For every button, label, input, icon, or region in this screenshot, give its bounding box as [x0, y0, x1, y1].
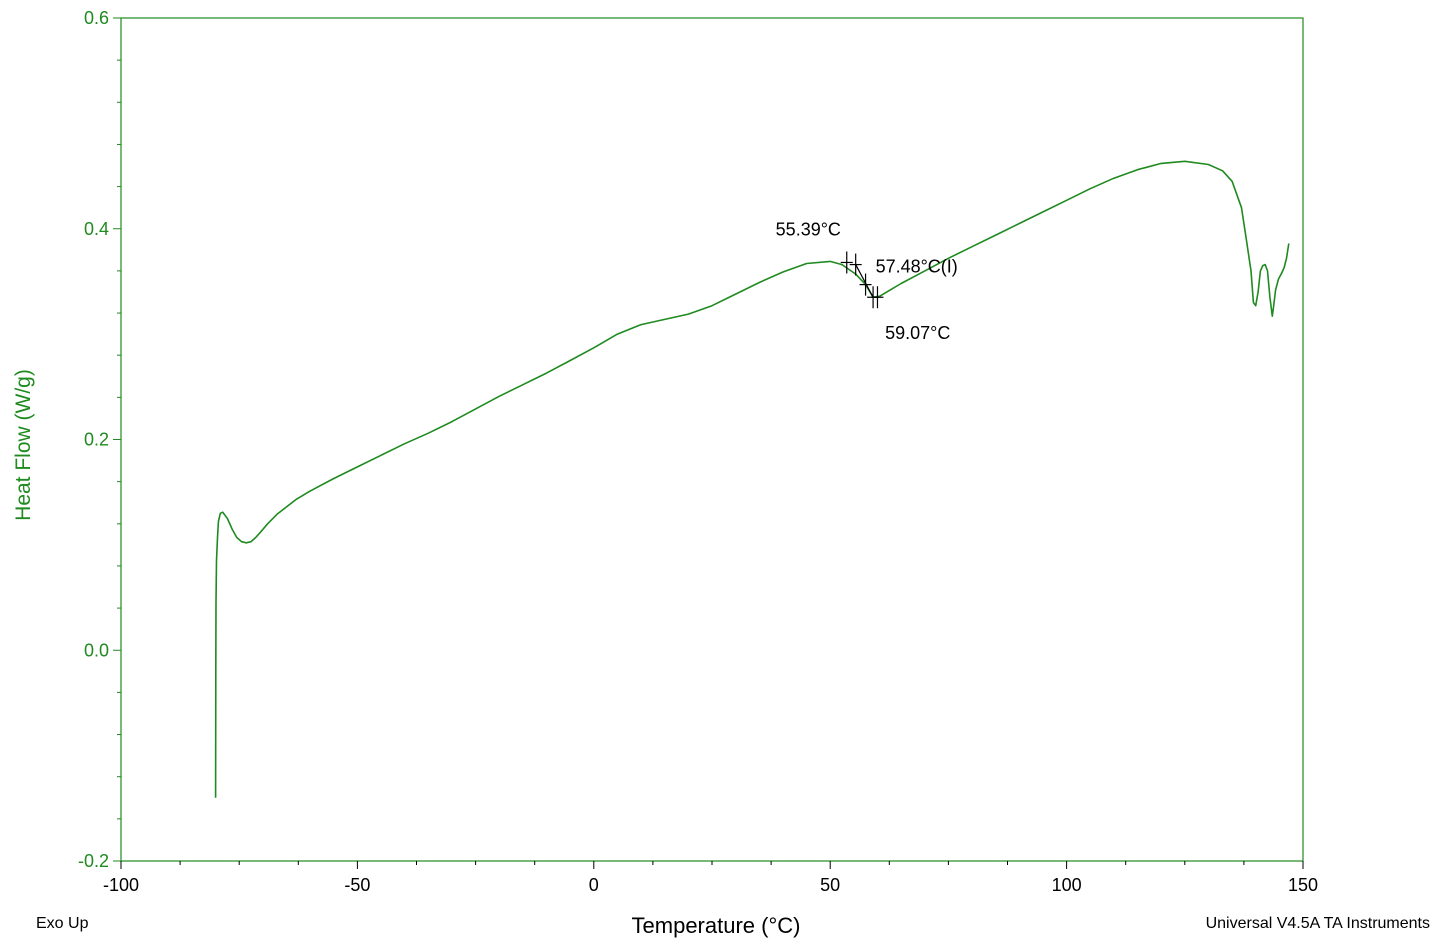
- x-tick-label: 100: [1052, 875, 1082, 895]
- labels: 55.39°C 57.48°C(I) 59.07°C: [776, 219, 958, 343]
- axes: [120, 17, 1304, 862]
- annotation-label: 55.39°C: [776, 219, 841, 239]
- y-tick-label: -0.2: [78, 851, 109, 871]
- ticks: -0.2 0.0 0.2 0.4 0.6 -100 -50 0 50 100 150: [78, 8, 1318, 895]
- y-tick-label: 0.4: [84, 219, 109, 239]
- series: [214, 160, 1290, 798]
- x-axis-title: Temperature (°C): [632, 913, 801, 938]
- annotation-label: 57.48°C(I): [876, 257, 958, 277]
- annotation-label: 59.07°C: [885, 323, 950, 343]
- transition-markers: [840, 251, 884, 309]
- x-tick-label: 50: [820, 875, 840, 895]
- x-tick-label: -50: [344, 875, 370, 895]
- y-tick-label: 0.2: [84, 430, 109, 450]
- y-axis-title: Heat Flow (W/g): [12, 369, 35, 521]
- footer-software: Universal V4.5A TA Instruments: [1206, 915, 1430, 932]
- y-tick-label: 0.0: [84, 640, 109, 660]
- x-tick-label: 150: [1288, 875, 1318, 895]
- x-tick-label: 0: [589, 875, 599, 895]
- transition-segment: [855, 264, 874, 298]
- y-tick-label: 0.6: [84, 8, 109, 28]
- footer-exo-up: Exo Up: [36, 915, 89, 932]
- heat-flow-line: [214, 160, 1290, 798]
- plot-frame: [120, 17, 1304, 862]
- x-tick-label: -100: [103, 875, 139, 895]
